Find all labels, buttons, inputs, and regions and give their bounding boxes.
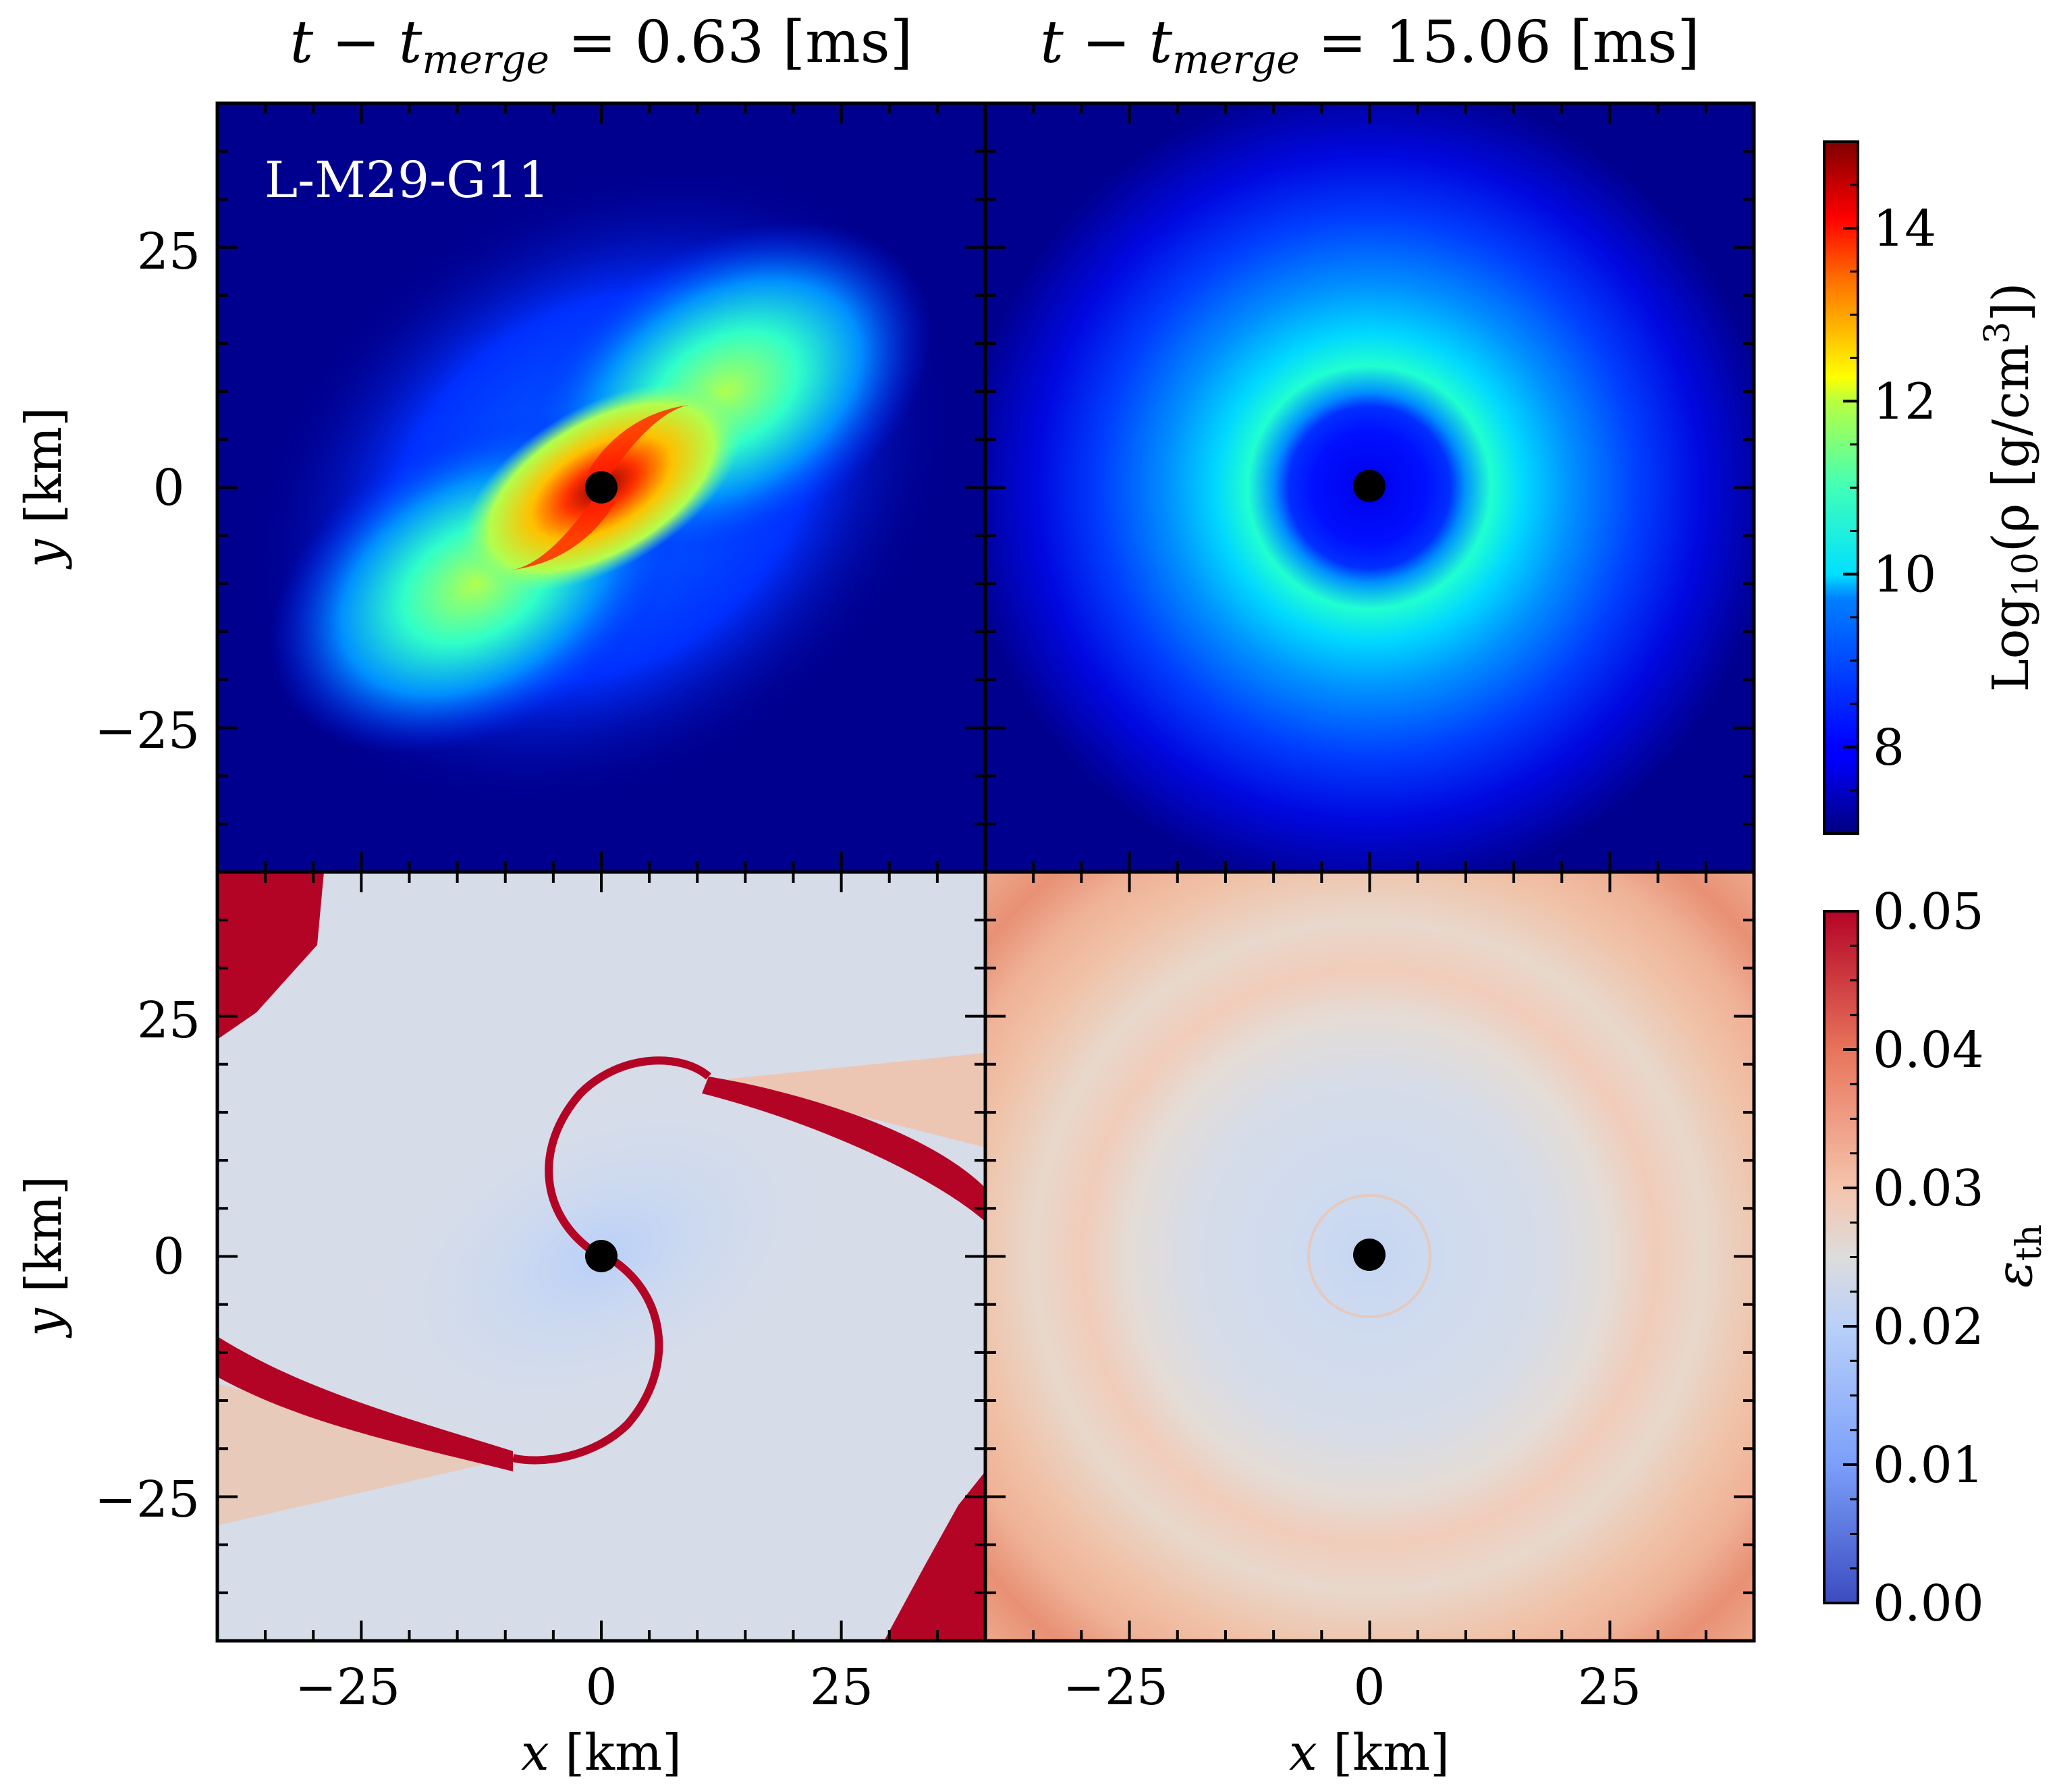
y-axis-label: y [km] (15, 1176, 73, 1338)
axis-ticks (217, 103, 1754, 1641)
x-tick-label: −25 (1063, 1658, 1168, 1716)
x-axis-unit: [km] (1317, 1724, 1450, 1782)
x-axis-var: x (521, 1724, 549, 1782)
x-tick-label: 25 (810, 1658, 873, 1716)
y-tick-label: 25 (137, 992, 200, 1050)
colorbar-eps-label: εth (1985, 1224, 2050, 1288)
colorbar-density-ticks: 8 10 12 14 (1843, 140, 1936, 835)
y-tick-label: 0 (153, 459, 184, 517)
cb-density-label-sub: 10 (2006, 552, 2046, 597)
colorbar-density-label: Log10(ρ [g/cm3]) (1977, 283, 2046, 693)
cb-density-label-post: ]) (1982, 283, 2040, 322)
eps-early-hot-corner-top-left (217, 872, 324, 1039)
colorbar-tick-label: 0.03 (1873, 1160, 1984, 1218)
eps-late-inner-ring (1307, 1194, 1431, 1318)
colorbar-tick-label: 10 (1873, 546, 1936, 604)
density-early-spiral-upper (587, 405, 688, 487)
eps-early-shock-arm-lower (512, 1255, 663, 1465)
eps-early-shock-band-lower (217, 1336, 513, 1471)
colorbar-tick-label: 12 (1873, 373, 1936, 431)
title-left: t − tmerge = 0.63 [ms] (290, 9, 913, 82)
colorbar-tick-label: 14 (1873, 200, 1936, 258)
black-hole-marker (585, 471, 618, 504)
y-axis-var: y (15, 539, 73, 570)
y-tick-label: −25 (94, 1471, 200, 1529)
cb-density-label-sup: 3 (1977, 321, 2018, 344)
title-left-pre: t − t (290, 9, 422, 76)
black-hole-marker (1353, 470, 1386, 502)
model-annotation: L-M29-G11 (265, 151, 549, 209)
y-tick-label: 25 (137, 223, 200, 281)
colorbar-tick-label: 8 (1873, 719, 1905, 777)
eps-early-warm-wedge-left (217, 1384, 513, 1525)
x-axis-label: x [km] (1289, 1724, 1450, 1782)
y-axis-unit: [km] (15, 407, 73, 539)
panel-density-late (985, 103, 1754, 872)
y-axis-var: y (15, 1307, 73, 1338)
colorbar-tick-label: 0.00 (1873, 1575, 1984, 1633)
x-tick-label: −25 (295, 1658, 400, 1716)
title-left-post: = 0.63 [ms] (549, 9, 912, 76)
cb-eps-label-sub: th (2009, 1224, 2050, 1261)
x-tick-label: 0 (1353, 1658, 1385, 1716)
title-right-post: = 15.06 [ms] (1300, 9, 1700, 76)
eps-early-warm-wedge-right (719, 1053, 985, 1147)
black-hole-marker (1353, 1239, 1386, 1271)
title-right-pre: t − t (1040, 9, 1172, 76)
x-axis-var: x (1289, 1724, 1317, 1782)
eps-early-shock-arm-upper (545, 1056, 711, 1255)
x-tick-label: 25 (1578, 1658, 1641, 1716)
colorbar-tick-label: 0.04 (1873, 1021, 1984, 1079)
black-hole-marker (585, 1240, 618, 1272)
x-tick-label: 0 (585, 1658, 617, 1716)
cb-eps-label-main: ε (1985, 1261, 2044, 1288)
colorbar-eps-ticks: 0.00 0.01 0.02 0.03 0.04 0.05 (1843, 883, 1984, 1633)
y-axis-label: y [km] (15, 407, 73, 570)
y-tick-label: 0 (153, 1228, 184, 1286)
colorbar-tick-label: 0.02 (1873, 1298, 1984, 1356)
y-tick-label: −25 (94, 702, 200, 760)
eps-early-hot-corner-bottom-right (884, 1471, 985, 1641)
cb-density-label-mid: (ρ [g/cm (1982, 344, 2040, 552)
eps-early-shock-band-upper (702, 1077, 985, 1222)
colorbar-tick-label: 0.01 (1873, 1436, 1984, 1494)
title-right-sub: merge (1172, 36, 1300, 82)
y-axis-unit: [km] (15, 1176, 73, 1308)
x-axis-unit: [km] (549, 1724, 682, 1782)
density-early-spiral-lower (514, 487, 615, 570)
title-left-sub: merge (422, 36, 550, 82)
cb-density-label-pre: Log (1982, 597, 2040, 692)
colorbar-tick-label: 0.05 (1873, 883, 1984, 941)
x-axis-label: x [km] (521, 1724, 682, 1782)
title-right: t − tmerge = 15.06 [ms] (1040, 9, 1699, 82)
